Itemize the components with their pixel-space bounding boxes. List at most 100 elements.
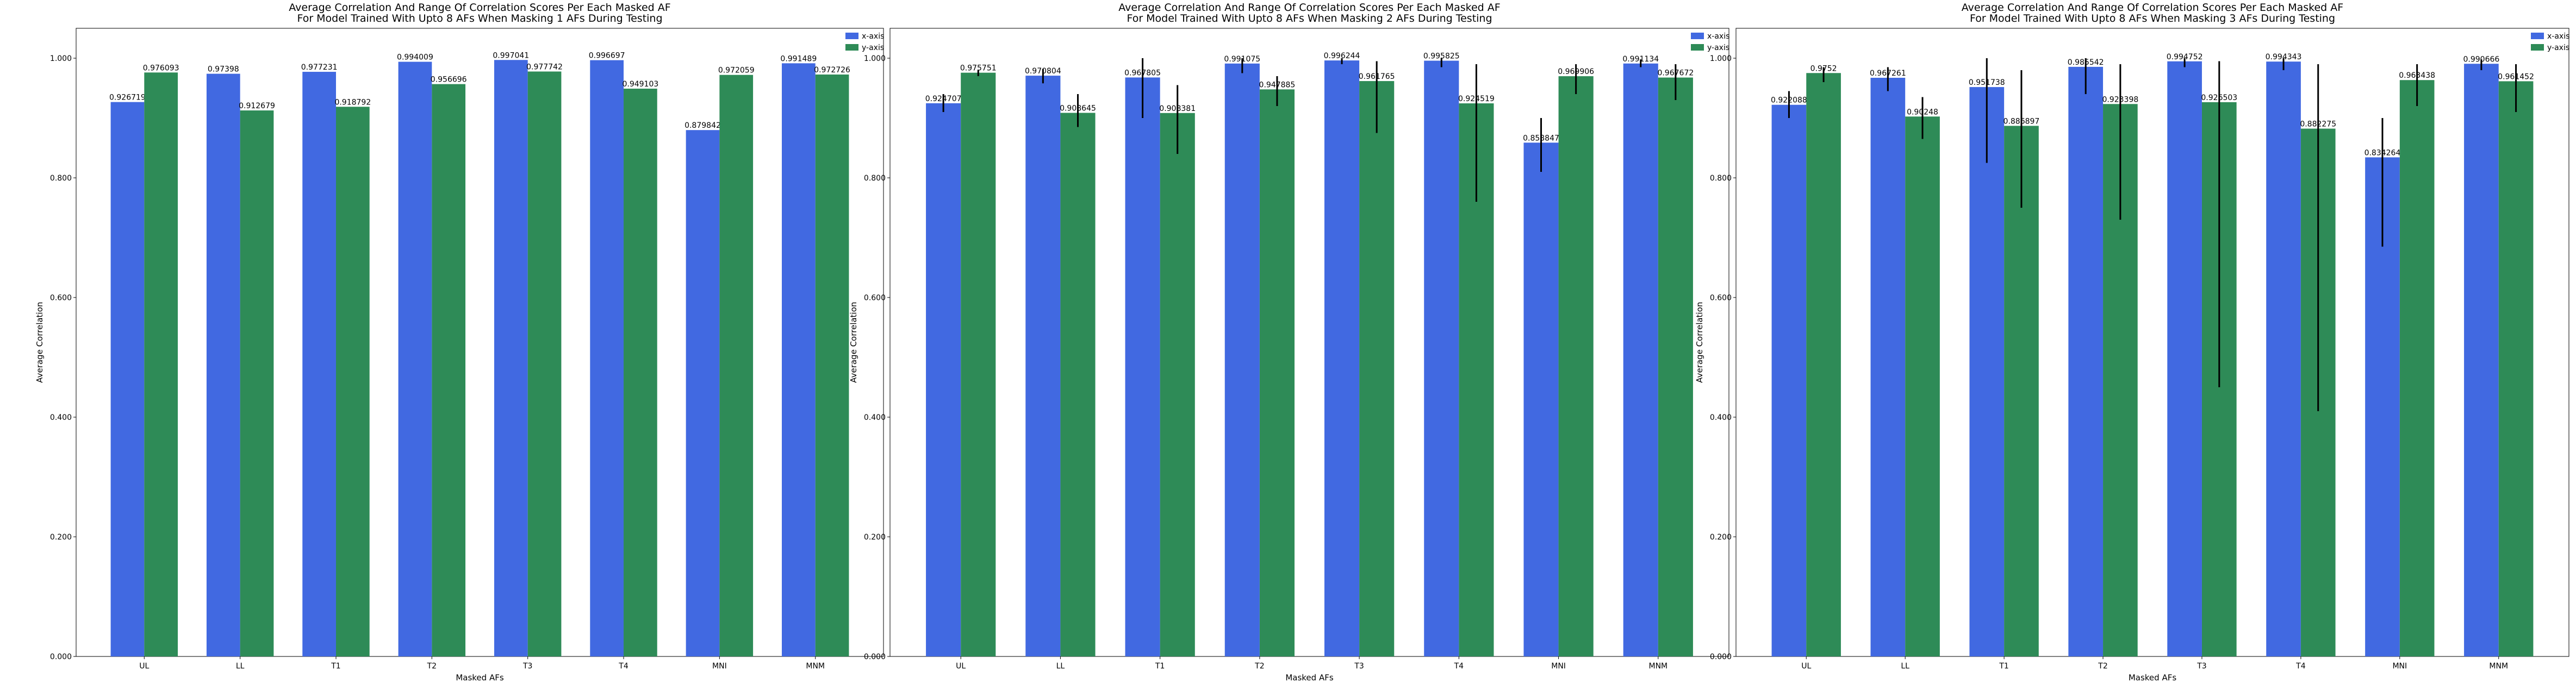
chart-1-bar-x-axis-ll: [206, 73, 240, 657]
chart-3-x-tick-label-t1: T1: [1999, 662, 2008, 671]
chart-2-y-tick-label: 0.200: [864, 533, 886, 542]
chart-3-data-label-x-axis-t4: 0.994343: [2266, 53, 2302, 61]
chart-1-data-label-y-axis-t1: 0.918792: [334, 98, 371, 107]
chart-2-bar-x-axis-t2: [1224, 63, 1260, 656]
chart-3-bar-x-axis-t1: [1969, 87, 2005, 657]
chart-3-title-line-2: For Model Trained With Upto 8 AFs When M…: [1970, 13, 2335, 24]
chart-1-x-tick-label-mni: MNI: [712, 662, 727, 671]
chart-3-x-axis-label: Masked AFs: [2129, 673, 2177, 683]
chart-2-bar-x-axis-mnm: [1623, 63, 1658, 657]
chart-2-bar-x-axis-t3: [1324, 60, 1360, 657]
chart-1-bar-x-axis-t1: [302, 72, 336, 656]
chart-2-bar-x-axis-ll: [1025, 76, 1061, 656]
chart-3-data-label-y-axis-t2: 0.923398: [2102, 95, 2138, 104]
chart-1-x-tick-label-t3: T3: [522, 662, 532, 671]
chart-3-data-label-y-axis-t3: 0.926503: [2201, 94, 2237, 102]
chart-2-data-label-y-axis-ll: 0.908645: [1060, 104, 1096, 113]
chart-3-bar-y-axis-mnm: [2498, 81, 2534, 656]
chart-3-legend-swatch-y-axis: [2531, 44, 2544, 51]
chart-1-bar-x-axis-ul: [110, 102, 145, 656]
chart-3-data-label-x-axis-ll: 0.967261: [1870, 69, 1906, 78]
chart-2-y-tick-label: 0.800: [864, 174, 886, 183]
chart-1-data-label-x-axis-ul: 0.926719: [109, 94, 146, 102]
chart-3-data-label-y-axis-t4: 0.882275: [2300, 120, 2336, 128]
chart-1-data-label-x-axis-t3: 0.997041: [493, 51, 529, 60]
chart-1-legend-label-x-axis: x-axis: [862, 32, 884, 41]
chart-1-data-label-x-axis-mnm: 0.991489: [780, 54, 817, 63]
chart-2-y-tick-label: 0.600: [864, 294, 886, 302]
chart-1-data-label-x-axis-t4: 0.996697: [589, 52, 625, 60]
chart-1-x-tick-label-ul: UL: [139, 662, 149, 671]
chart-3-data-label-x-axis-t1: 0.951738: [1969, 78, 2005, 87]
chart-1-title-line-2: For Model Trained With Upto 8 AFs When M…: [297, 13, 662, 24]
chart-3-bar-x-axis-ll: [1870, 78, 1906, 656]
chart-2-data-label-y-axis-t3: 0.961765: [1359, 72, 1395, 81]
chart-2-bar-x-axis-mni: [1523, 142, 1559, 656]
chart-1-data-label-x-axis-t1: 0.977231: [301, 63, 338, 72]
chart-1-bar-x-axis-t2: [398, 61, 432, 657]
chart-1-data-label-x-axis-ll: 0.97398: [208, 65, 239, 74]
chart-2-data-label-x-axis-mnm: 0.991134: [1622, 55, 1659, 64]
chart-3-y-tick-label: 0.400: [1710, 413, 1732, 422]
chart-3-y-tick-label: 0.200: [1710, 533, 1732, 542]
chart-2-x-tick-label-mnm: MNM: [1648, 662, 1667, 671]
chart-2-y-axis-label: Average Correlation: [849, 302, 858, 383]
chart-1-data-label-y-axis-t3: 0.977742: [526, 63, 563, 71]
chart-2-bar-x-axis-t4: [1424, 60, 1459, 656]
chart-3-bar-y-axis-mni: [2399, 80, 2435, 656]
chart-1-y-tick-label: 1.000: [50, 54, 72, 63]
chart-2-data-label-x-axis-ll: 0.970804: [1025, 67, 1061, 76]
chart-2-x-tick-label-t1: T1: [1155, 662, 1165, 671]
chart-3-data-label-y-axis-mnm: 0.961452: [2498, 72, 2534, 81]
chart-2-x-tick-label-t4: T4: [1454, 662, 1464, 671]
chart-3-x-tick-label-ll: LL: [1901, 662, 1909, 671]
chart-2-bar-y-axis-ul: [961, 72, 996, 656]
chart-1-bar-x-axis-mnm: [781, 63, 816, 657]
chart-1-bar-y-axis-ll: [240, 110, 274, 656]
chart-1-x-tick-label-t4: T4: [618, 662, 629, 671]
chart-1-y-axis-label: Average Correlation: [35, 302, 45, 383]
chart-2-x-tick-label-ul: UL: [956, 662, 966, 671]
chart-3-bar-x-axis-t2: [2068, 66, 2104, 656]
chart-2-legend-swatch-x-axis: [1691, 33, 1704, 39]
chart-1-data-label-y-axis-ll: 0.912679: [239, 102, 275, 110]
chart-3-bar-x-axis-ul: [1771, 104, 1807, 657]
chart-3-x-tick-label-ul: UL: [1801, 662, 1811, 671]
chart-3-bar-x-axis-mnm: [2464, 64, 2499, 656]
chart-1-y-tick-label: 0.600: [50, 294, 72, 302]
chart-1-data-label-y-axis-t2: 0.956696: [431, 76, 467, 84]
chart-1-legend-swatch-y-axis: [845, 44, 858, 51]
chart-1-bar-x-axis-t3: [494, 60, 528, 657]
chart-1-x-tick-label-t2: T2: [427, 662, 437, 671]
chart-2-data-label-x-axis-t1: 0.967805: [1124, 69, 1161, 77]
chart-2-x-tick-label-mni: MNI: [1551, 662, 1566, 671]
chart-2-data-label-y-axis-t2: 0.947885: [1259, 80, 1296, 89]
chart-2-data-label-y-axis-mnm: 0.967672: [1657, 69, 1694, 78]
chart-1-y-tick-label: 0.200: [50, 533, 72, 542]
chart-3-bar-y-axis-t1: [2004, 126, 2039, 656]
chart-3-x-tick-label-t4: T4: [2295, 662, 2306, 671]
chart-1-plot-frame: [76, 28, 884, 657]
chart-2-bar-y-axis-mni: [1558, 76, 1594, 656]
chart-2-data-label-y-axis-mni: 0.969906: [1558, 67, 1594, 76]
chart-2-y-tick-label: 1.000: [864, 54, 886, 63]
chart-3-y-tick-label: 0.800: [1710, 174, 1732, 183]
chart-2-x-tick-label-t2: T2: [1254, 662, 1264, 671]
chart-2-data-label-x-axis-t4: 0.995825: [1423, 52, 1460, 61]
chart-2-x-tick-label-t3: T3: [1354, 662, 1364, 671]
chart-3-data-label-x-axis-t3: 0.994752: [2167, 53, 2203, 61]
chart-1-data-label-y-axis-mnm: 0.972726: [814, 66, 850, 75]
chart-3-data-label-y-axis-mni: 0.963438: [2399, 71, 2435, 80]
chart-1-data-label-x-axis-t2: 0.994009: [397, 53, 433, 62]
chart-2-bar-x-axis-ul: [926, 103, 961, 657]
chart-1-legend-label-y-axis: y-axis: [862, 44, 884, 52]
chart-1-y-tick-label: 0.800: [50, 174, 72, 183]
chart-1-bar-y-axis-mni: [719, 75, 754, 656]
chart-1-y-tick-label: 0.400: [50, 413, 72, 422]
chart-1-x-axis-label: Masked AFs: [456, 673, 504, 683]
chart-1-y-tick-label: 0.000: [50, 653, 72, 661]
chart-3-data-label-y-axis-t1: 0.886897: [2003, 117, 2040, 126]
chart-3-data-label-x-axis-mnm: 0.990666: [2463, 55, 2499, 64]
chart-1-title-line-1: Average Correlation And Range Of Correla…: [289, 2, 670, 14]
chart-2-legend-swatch-y-axis: [1691, 44, 1704, 51]
